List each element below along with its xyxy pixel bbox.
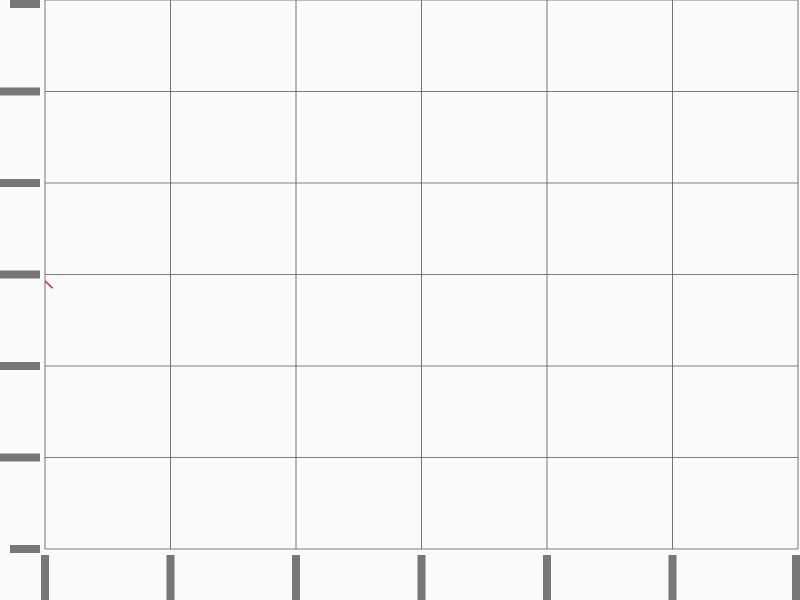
y-tick-2 [0, 362, 40, 370]
x-tick-6 [792, 555, 800, 600]
y-tick-6 [10, 0, 40, 8]
x-tick-3 [417, 555, 426, 600]
y-tick-4 [0, 179, 40, 187]
gridlines [44, 0, 799, 550]
series-line-0 [44, 280, 54, 289]
y-tick-1 [0, 453, 40, 462]
x-tick-5 [668, 555, 677, 600]
x-axis-ticks [41, 555, 800, 600]
series-lines [44, 280, 54, 289]
y-tick-3 [0, 270, 40, 279]
y-tick-5 [0, 87, 40, 96]
x-tick-0 [41, 555, 49, 600]
y-tick-0 [10, 545, 40, 553]
x-tick-2 [292, 555, 300, 600]
x-tick-4 [543, 555, 551, 600]
y-axis-ticks [0, 0, 40, 553]
x-tick-1 [166, 555, 175, 600]
